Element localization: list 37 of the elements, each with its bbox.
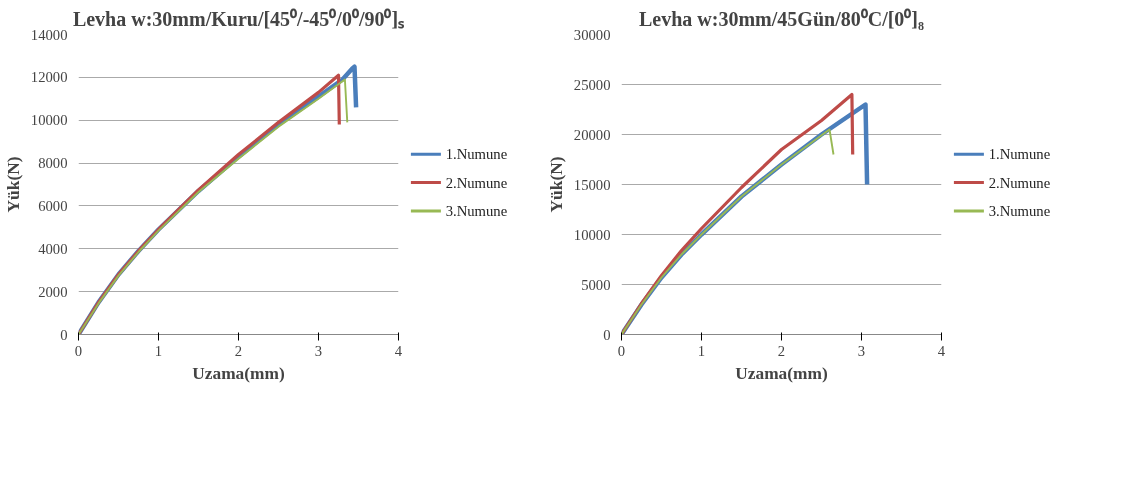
y-tick-label: 10000 [573,226,611,243]
y-tick-label: 30000 [573,26,611,43]
y-tick-label: 8000 [38,155,68,172]
legend-label: 3.Numune [988,202,1051,219]
x-tick-label: 0 [617,342,626,359]
x-tick-label: 3 [314,342,323,359]
y-axis-title: Yük(N) [546,156,566,213]
x-tick-label: 1 [697,342,706,359]
y-tick-label: 4000 [38,240,68,257]
legend-label: 1.Numune [988,146,1051,163]
y-tick-label: 6000 [38,197,68,214]
y-tick-label: 25000 [573,76,611,93]
chart-title: Levha w:30mm/Kuru/[45⁰/-45⁰/0⁰/90⁰]ₛ [72,7,406,30]
x-tick-label: 1 [154,342,163,359]
y-tick-label: 15000 [573,176,611,193]
x-tick-label: 2 [777,342,786,359]
legend-label: 1.Numune [445,146,508,163]
x-tick-label: 0 [74,342,83,359]
y-tick-label: 12000 [30,69,68,86]
y-tick-label: 2000 [38,283,68,300]
y-tick-label: 0 [60,326,68,343]
x-tick-label: 4 [937,342,946,359]
y-tick-label: 5000 [581,276,611,293]
legend-label: 2.Numune [988,174,1051,191]
legend-label: 2.Numune [445,174,508,191]
y-tick-label: 0 [603,326,611,343]
x-tick-label: 2 [234,342,243,359]
x-axis-title: Uzama(mm) [735,363,828,383]
y-axis-title: Yük(N) [3,156,23,213]
y-tick-label: 10000 [30,112,68,129]
legend-label: 3.Numune [445,202,508,219]
y-tick-label: 14000 [30,26,68,43]
chart-title: Levha w:30mm/45Gün/80⁰C/[0⁰]₈ [639,7,924,30]
x-axis-title: Uzama(mm) [192,363,285,383]
x-tick-label: 3 [857,342,866,359]
x-tick-label: 4 [394,342,403,359]
y-tick-label: 20000 [573,126,611,143]
